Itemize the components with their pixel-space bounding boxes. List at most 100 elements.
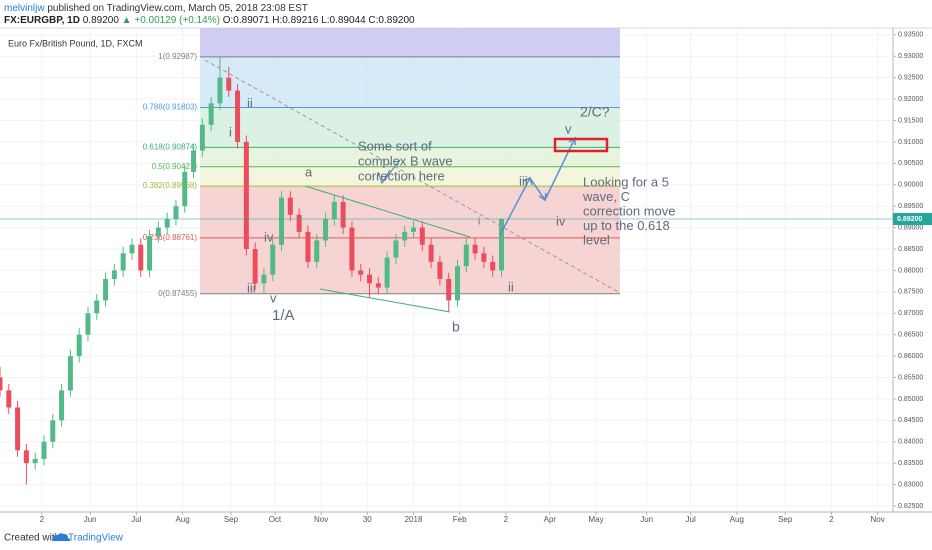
candle-body (32, 458, 38, 464)
fib-zone (200, 28, 620, 57)
candle-body (67, 356, 73, 391)
y-tick-label: 0.92000 (898, 96, 923, 103)
candle-body (490, 261, 496, 271)
annotation: complex B wave (358, 153, 453, 168)
candle-body (428, 244, 434, 262)
candle-body (349, 227, 355, 271)
footer-created: Created with (4, 533, 60, 544)
candle-body (0, 377, 3, 391)
y-tick-label: 0.85000 (898, 396, 923, 403)
annotation: a (305, 164, 313, 179)
candle-body (367, 274, 373, 284)
arrow (381, 159, 401, 184)
x-tick-label: May (589, 515, 604, 524)
fib-label: 0.618(0.90874) (143, 142, 198, 151)
arrowhead (538, 192, 547, 202)
fib-label: 0.236(0.88761) (143, 233, 198, 242)
candle-body (94, 300, 100, 314)
candle-body (340, 201, 346, 228)
y-tick-label: 0.84000 (898, 439, 923, 446)
wedge-line (319, 288, 451, 313)
fib-label: 0(0.87455) (158, 289, 197, 298)
axes: 0.82500 0.83000 0.83500 0.84000 0.84500 0.850… (0, 32, 932, 524)
candle-body (402, 231, 408, 241)
ohlc: O:0.89071 H:0.89216 L:0.89044 C:0.89200 (223, 15, 415, 26)
y-tick-label: 0.91000 (898, 139, 923, 146)
candle-body (375, 283, 381, 288)
annotation: ii (508, 279, 514, 294)
candle-body (191, 150, 197, 172)
y-tick-label: 0.83000 (898, 481, 923, 488)
x-tick-label: 2018 (405, 515, 423, 524)
candle-body (270, 244, 276, 275)
trend-line (204, 59, 621, 294)
logo (52, 533, 71, 541)
fib-label: 0.382(0.89968) (143, 181, 198, 190)
candle-body (15, 407, 21, 451)
y-tick-label: 0.86500 (898, 332, 923, 339)
candle-body (411, 227, 417, 232)
wedge-line (304, 185, 471, 238)
candle-body (323, 219, 329, 241)
annotation: iv (556, 213, 566, 228)
price: 0.89200 (83, 15, 120, 26)
candle-body (226, 77, 232, 91)
candle-body (419, 227, 425, 245)
fib-label: 1(0.92987) (158, 52, 197, 61)
candle-body (243, 141, 249, 250)
candle-body (279, 197, 285, 245)
footer-brand[interactable]: TradingView (68, 533, 124, 544)
candle-body (120, 253, 126, 271)
x-tick-label: Sep (224, 515, 239, 524)
candle-body (393, 240, 399, 258)
candle-body (296, 214, 302, 232)
annotation: correction here (358, 168, 445, 183)
last-price-box (893, 213, 932, 226)
annotation: correction move (583, 203, 675, 218)
candle-body (498, 219, 504, 271)
candle-body (331, 201, 337, 220)
fibonacci: 1(0.92987) 0.786(0.91803) 0.618(0.90874) 0.… (143, 28, 620, 298)
y-tick-label: 0.92500 (898, 75, 923, 82)
annotation: v (565, 121, 572, 136)
y-tick-label: 0.87500 (898, 289, 923, 296)
y-tick-label: 0.88500 (898, 246, 923, 253)
annotation: up to the 0.618 (583, 218, 670, 233)
candle-body (50, 420, 56, 442)
candle-body (437, 261, 443, 279)
candle-body (287, 197, 293, 215)
annotation: v (270, 290, 277, 305)
y-tick-label: 0.85500 (898, 374, 923, 381)
candle-body (252, 249, 258, 284)
chart-title: Euro Fx/British Pound, 1D, FXCM (8, 38, 143, 48)
candle-body (6, 390, 12, 408)
last-price-label: 0.89200 (897, 216, 922, 223)
y-tick-label: 0.90000 (898, 182, 923, 189)
annotation: iii (247, 280, 256, 295)
annotation: level (583, 232, 610, 247)
fib-zone (200, 56, 620, 108)
candle-body (199, 124, 205, 151)
x-tick-label: 2 (40, 515, 45, 524)
candle-body (155, 227, 161, 237)
candle-body (103, 278, 109, 301)
author[interactable]: melvinljw (4, 3, 45, 14)
published: published on TradingView.com, March 05, … (47, 3, 308, 14)
candle-body (147, 236, 153, 271)
fib-label: 0.5(0.90421) (152, 162, 198, 171)
y-tick-label: 0.89000 (898, 224, 923, 231)
annotation: 1/A (272, 307, 295, 324)
annotation: i (478, 217, 480, 228)
candle-body (138, 244, 144, 271)
annotation: 2/C? (580, 104, 610, 120)
header-line-2: FX:EURGBP, 1D 0.89200 ▲ +0.00129 (+0.14%… (4, 15, 415, 26)
x-tick-label: Nov (870, 515, 884, 524)
candle-body (208, 103, 214, 125)
y-tick-label: 0.89500 (898, 203, 923, 210)
drawings (204, 59, 621, 313)
y-tick-label: 0.82500 (898, 503, 923, 510)
candle-body (305, 231, 311, 262)
candle-body (384, 257, 390, 288)
